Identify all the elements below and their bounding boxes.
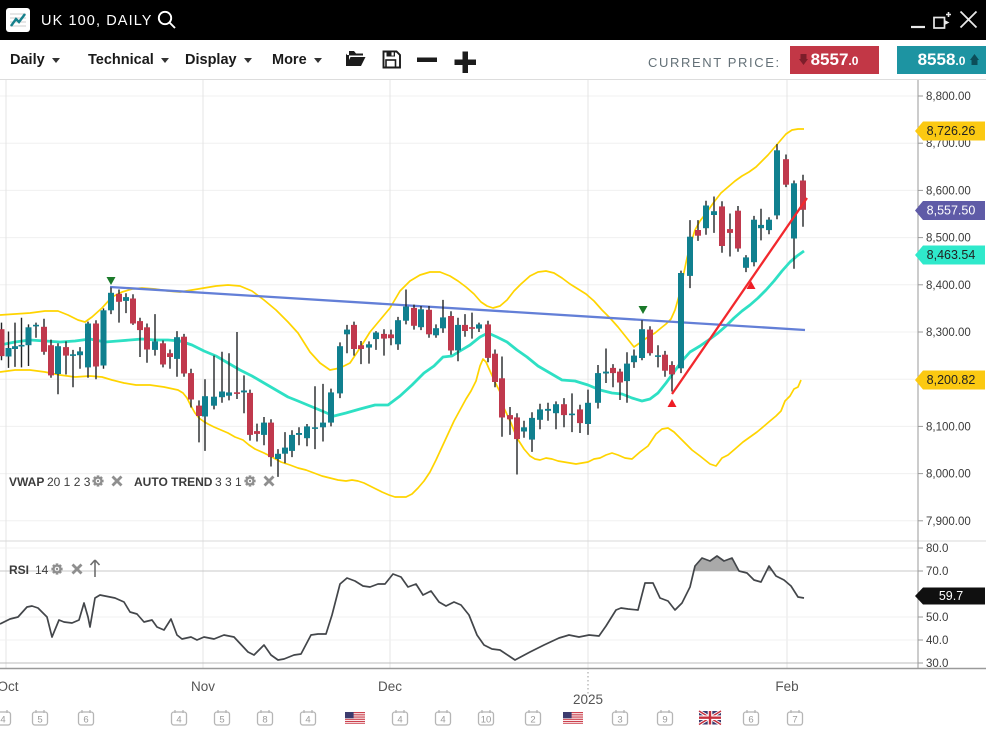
svg-text:4: 4	[440, 715, 445, 726]
svg-text:4: 4	[176, 715, 181, 726]
svg-text:5: 5	[37, 715, 42, 726]
svg-text:8,557.50: 8,557.50	[927, 204, 976, 218]
svg-text:7: 7	[792, 715, 797, 726]
svg-text:2025: 2025	[573, 692, 603, 707]
svg-text:Oct: Oct	[0, 679, 19, 694]
svg-text:8,100.00: 8,100.00	[926, 421, 971, 433]
svg-text:59.7: 59.7	[939, 589, 963, 603]
svg-text:2: 2	[530, 715, 535, 726]
svg-text:7,900.00: 7,900.00	[926, 516, 971, 528]
svg-text:8,000.00: 8,000.00	[926, 469, 971, 481]
svg-text:Nov: Nov	[191, 679, 215, 694]
svg-text:5: 5	[219, 715, 224, 726]
svg-text:3: 3	[617, 715, 622, 726]
svg-text:4: 4	[0, 715, 5, 726]
svg-text:RSI: RSI	[9, 563, 29, 577]
svg-text:70.0: 70.0	[926, 566, 948, 578]
svg-text:4: 4	[397, 715, 402, 726]
svg-text:8,800.00: 8,800.00	[926, 91, 971, 103]
svg-text:8,300.00: 8,300.00	[926, 327, 971, 339]
svg-text:8,200.82: 8,200.82	[927, 373, 976, 387]
svg-text:8,700.00: 8,700.00	[926, 138, 971, 150]
svg-text:6: 6	[748, 715, 753, 726]
svg-text:Feb: Feb	[775, 679, 798, 694]
svg-text:AUTO TREND: AUTO TREND	[134, 475, 213, 489]
svg-text:8: 8	[262, 715, 267, 726]
svg-text:3 3 1: 3 3 1	[215, 475, 242, 489]
svg-text:4: 4	[305, 715, 310, 726]
svg-text:80.0: 80.0	[926, 543, 948, 555]
svg-text:9: 9	[662, 715, 667, 726]
svg-text:40.0: 40.0	[926, 635, 948, 647]
svg-text:6: 6	[83, 715, 88, 726]
svg-text:20 1 2 3: 20 1 2 3	[47, 475, 91, 489]
svg-text:50.0: 50.0	[926, 612, 948, 624]
svg-text:8,726.26: 8,726.26	[927, 124, 976, 138]
svg-text:8,400.00: 8,400.00	[926, 280, 971, 292]
svg-text:8,500.00: 8,500.00	[926, 233, 971, 245]
svg-text:10: 10	[481, 715, 492, 726]
svg-text:8,600.00: 8,600.00	[926, 185, 971, 197]
svg-text:VWAP: VWAP	[9, 475, 44, 489]
svg-text:14: 14	[35, 563, 49, 577]
svg-text:30.0: 30.0	[926, 658, 948, 670]
svg-text:8,463.54: 8,463.54	[927, 248, 976, 262]
svg-text:Dec: Dec	[378, 679, 402, 694]
